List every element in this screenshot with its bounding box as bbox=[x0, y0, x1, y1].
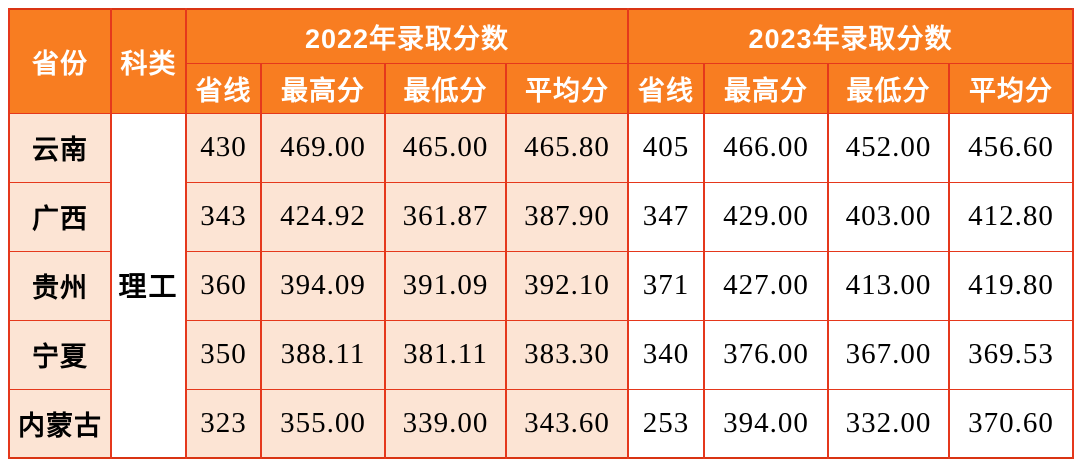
cell-2022-max: 424.92 bbox=[260, 181, 386, 252]
cell-2023-max: 429.00 bbox=[703, 181, 830, 252]
cell-2023-avg: 370.60 bbox=[948, 388, 1075, 459]
cell-2022-avg: 387.90 bbox=[504, 181, 630, 252]
header-2022-min-score: 最低分 bbox=[384, 62, 507, 114]
province-cell: 广西 bbox=[8, 181, 112, 252]
header-2023-min-score: 最低分 bbox=[827, 62, 951, 114]
cell-2022-province-line: 430 bbox=[185, 112, 262, 183]
cell-2022-avg: 465.80 bbox=[504, 112, 630, 183]
cell-2023-province-line: 405 bbox=[627, 112, 706, 183]
cell-2022-min: 339.00 bbox=[384, 388, 507, 459]
cell-2023-max: 427.00 bbox=[703, 250, 830, 321]
cell-2023-avg: 369.53 bbox=[948, 319, 1075, 390]
cell-2023-avg: 419.80 bbox=[948, 250, 1075, 321]
table-row-neimenggu: 内蒙古 323 355.00 339.00 343.60 253 394.00 … bbox=[8, 388, 1075, 459]
header-2023-province-line: 省线 bbox=[627, 62, 706, 114]
header-2022-max-score: 最高分 bbox=[260, 62, 386, 114]
header-group-2022: 2022年录取分数 bbox=[184, 8, 630, 64]
cell-2023-province-line: 340 bbox=[627, 319, 706, 390]
cell-2023-avg: 456.60 bbox=[948, 112, 1075, 183]
header-2022-province-line: 省线 bbox=[185, 62, 262, 114]
province-cell: 宁夏 bbox=[8, 319, 112, 390]
header-2023-avg-score: 平均分 bbox=[948, 62, 1075, 114]
table-row-guizhou: 贵州 360 394.09 391.09 392.10 371 427.00 4… bbox=[8, 250, 1075, 321]
cell-2023-min: 452.00 bbox=[827, 112, 951, 183]
header-group-2023: 2023年录取分数 bbox=[627, 8, 1075, 64]
province-cell: 贵州 bbox=[8, 250, 112, 321]
cell-2022-avg: 392.10 bbox=[504, 250, 630, 321]
cell-2023-max: 466.00 bbox=[703, 112, 830, 183]
header-category: 科类 bbox=[110, 8, 187, 114]
cell-2022-max: 394.09 bbox=[260, 250, 386, 321]
header-2022-avg-score: 平均分 bbox=[504, 62, 630, 114]
cell-2022-min: 391.09 bbox=[384, 250, 507, 321]
cell-2023-province-line: 253 bbox=[627, 388, 706, 459]
header-sub-row: 省线 最高分 最低分 平均分 省线 最高分 最低分 平均分 bbox=[9, 62, 1075, 114]
cell-2022-province-line: 350 bbox=[185, 319, 262, 390]
cell-2023-province-line: 347 bbox=[627, 181, 706, 252]
cell-2022-province-line: 343 bbox=[185, 181, 262, 252]
cell-2023-min: 332.00 bbox=[827, 388, 951, 459]
cell-2023-max: 394.00 bbox=[703, 388, 830, 459]
cell-2023-min: 367.00 bbox=[827, 319, 951, 390]
cell-2023-province-line: 371 bbox=[627, 250, 706, 321]
header-group-row: 省份 科类 2022年录取分数 2023年录取分数 bbox=[8, 8, 1075, 114]
cell-2023-max: 376.00 bbox=[703, 319, 830, 390]
header-2023-max-score: 最高分 bbox=[703, 62, 830, 114]
cell-2022-min: 361.87 bbox=[384, 181, 507, 252]
cell-2022-province-line: 323 bbox=[185, 388, 262, 459]
table-row-yunnan: 云南 理工 430 469.00 465.00 465.80 405 466.0… bbox=[8, 112, 1075, 459]
province-cell: 内蒙古 bbox=[8, 388, 112, 459]
cell-2023-min: 403.00 bbox=[827, 181, 951, 252]
admission-score-table: 省份 科类 2022年录取分数 2023年录取分数 省线 最高分 最低分 平均分… bbox=[8, 8, 1075, 459]
cell-2022-min: 381.11 bbox=[384, 319, 507, 390]
cell-2022-max: 469.00 bbox=[260, 112, 386, 183]
province-cell: 云南 bbox=[8, 112, 112, 183]
cell-2022-province-line: 360 bbox=[185, 250, 262, 321]
cell-2022-max: 355.00 bbox=[260, 388, 386, 459]
category-cell: 理工 bbox=[110, 112, 187, 459]
cell-2022-avg: 343.60 bbox=[504, 388, 630, 459]
cell-2022-min: 465.00 bbox=[384, 112, 507, 183]
cell-2023-avg: 412.80 bbox=[948, 181, 1075, 252]
header-province: 省份 bbox=[8, 8, 112, 114]
table-row-ningxia: 宁夏 350 388.11 381.11 383.30 340 376.00 3… bbox=[8, 319, 1075, 390]
cell-2022-max: 388.11 bbox=[260, 319, 386, 390]
cell-2022-avg: 383.30 bbox=[504, 319, 630, 390]
cell-2023-min: 413.00 bbox=[827, 250, 951, 321]
